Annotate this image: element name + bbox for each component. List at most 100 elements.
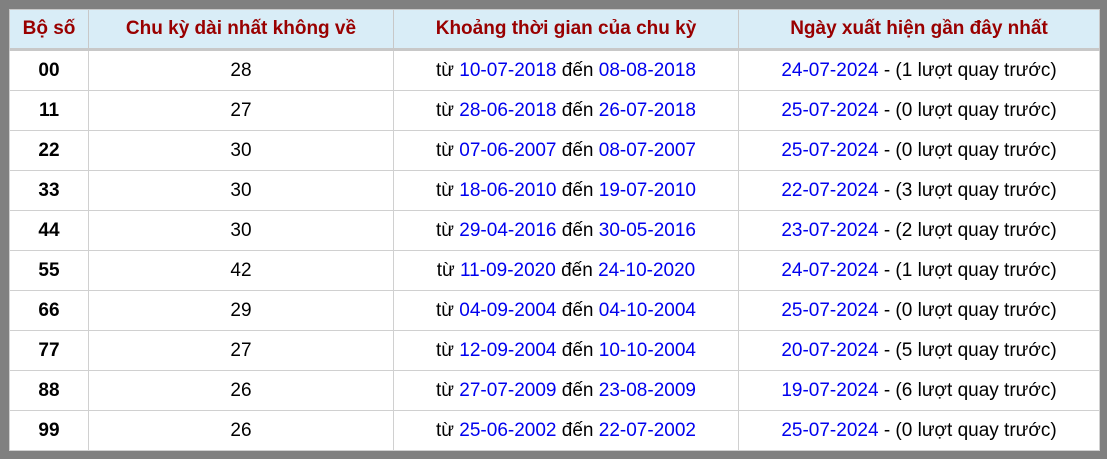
turns-prefix: ( [895,259,902,281]
from-label: từ [436,179,455,201]
to-label: đến [561,379,594,401]
to-label: đến [561,59,594,81]
table-row: 55 42 từ 11-09-2020 đến 24-10-2020 24-07-20… [9,250,1100,291]
last-date-link[interactable]: 25-07-2024 [781,99,879,121]
last-appearance-cell: 22-07-2024 - (3 lượt quay trước) [738,170,1100,211]
cycle-cell: 28 [88,49,394,91]
last-date-link[interactable]: 20-07-2024 [781,339,879,361]
end-date-link[interactable]: 30-05-2016 [598,219,696,241]
turns-suffix: lượt quay trước) [917,99,1057,121]
end-date-link[interactable]: 04-10-2004 [598,299,696,321]
last-appearance-cell: 24-07-2024 - (1 lượt quay trước) [738,250,1100,291]
to-label: đến [561,339,594,361]
last-date-link[interactable]: 25-07-2024 [781,419,879,441]
end-date-link[interactable]: 26-07-2018 [598,99,696,121]
last-appearance-cell: 25-07-2024 - (0 lượt quay trước) [738,130,1100,171]
dash: - [883,99,891,121]
turns-suffix: lượt quay trước) [917,219,1057,241]
period-cell: từ 07-06-2007 đến 08-07-2007 [393,130,739,171]
turns-count: 2 [901,219,913,241]
start-date-link[interactable]: 10-07-2018 [459,59,557,81]
to-label: đến [561,139,594,161]
last-appearance-cell: 24-07-2024 - (1 lượt quay trước) [738,49,1100,91]
turns-count: 0 [901,299,913,321]
last-date-link[interactable]: 25-07-2024 [781,139,879,161]
end-date-link[interactable]: 10-10-2004 [598,339,696,361]
table-row: 00 28 từ 10-07-2018 đến 08-08-2018 24-07-20… [9,49,1100,91]
cycle-cell: 30 [88,210,394,251]
start-date-link[interactable]: 25-06-2002 [459,419,557,441]
number-cell: 99 [9,410,89,451]
end-date-link[interactable]: 22-07-2002 [598,419,696,441]
start-date-link[interactable]: 04-09-2004 [459,299,557,321]
table-row: 99 26 từ 25-06-2002 đến 22-07-2002 25-07-20… [9,410,1100,451]
turns-prefix: ( [895,139,902,161]
end-date-link[interactable]: 23-08-2009 [598,379,696,401]
table-row: 88 26 từ 27-07-2009 đến 23-08-2009 19-07-20… [9,370,1100,411]
period-cell: từ 29-04-2016 đến 30-05-2016 [393,210,739,251]
table-row: 77 27 từ 12-09-2004 đến 10-10-2004 20-07-20… [9,330,1100,371]
number-cell: 00 [9,49,89,91]
table-row: 11 27 từ 28-06-2018 đến 26-07-2018 25-07-20… [9,90,1100,131]
dash: - [883,179,891,201]
start-date-link[interactable]: 07-06-2007 [459,139,557,161]
turns-count: 6 [901,379,913,401]
cycle-cell: 27 [88,90,394,131]
end-date-link[interactable]: 08-07-2007 [598,139,696,161]
period-cell: từ 11-09-2020 đến 24-10-2020 [393,250,739,291]
start-date-link[interactable]: 18-06-2010 [459,179,557,201]
header-number: Bộ số [9,9,89,51]
end-date-link[interactable]: 08-08-2018 [598,59,696,81]
dash: - [883,379,891,401]
from-label: từ [436,339,455,361]
dash: - [883,59,891,81]
turns-prefix: ( [895,179,902,201]
last-date-link[interactable]: 24-07-2024 [781,259,879,281]
from-label: từ [436,419,455,441]
number-cell: 22 [9,130,89,171]
number-cell: 66 [9,290,89,331]
turns-suffix: lượt quay trước) [917,259,1057,281]
turns-suffix: lượt quay trước) [917,419,1057,441]
turns-prefix: ( [895,59,902,81]
number-cell: 33 [9,170,89,211]
from-label: từ [436,99,455,121]
end-date-link[interactable]: 19-07-2010 [598,179,696,201]
table-row: 33 30 từ 18-06-2010 đến 19-07-2010 22-07-20… [9,170,1100,211]
header-longest-cycle: Chu kỳ dài nhất không về [88,9,394,51]
from-label: từ [436,259,455,281]
turns-count: 5 [901,339,913,361]
turns-prefix: ( [895,419,902,441]
turns-count: 0 [901,419,913,441]
turns-count: 1 [901,259,913,281]
turns-prefix: ( [895,379,902,401]
cycle-cell: 26 [88,410,394,451]
to-label: đến [561,419,594,441]
table-row: 22 30 từ 07-06-2007 đến 08-07-2007 25-07-20… [9,130,1100,171]
dash: - [883,259,891,281]
last-appearance-cell: 23-07-2024 - (2 lượt quay trước) [738,210,1100,251]
last-appearance-cell: 25-07-2024 - (0 lượt quay trước) [738,290,1100,331]
dash: - [883,139,891,161]
last-appearance-cell: 25-07-2024 - (0 lượt quay trước) [738,410,1100,451]
number-cell: 77 [9,330,89,371]
table-row: 66 29 từ 04-09-2004 đến 04-10-2004 25-07-20… [9,290,1100,331]
last-date-link[interactable]: 23-07-2024 [781,219,879,241]
from-label: từ [436,139,455,161]
start-date-link[interactable]: 12-09-2004 [459,339,557,361]
period-cell: từ 28-06-2018 đến 26-07-2018 [393,90,739,131]
last-appearance-cell: 19-07-2024 - (6 lượt quay trước) [738,370,1100,411]
last-date-link[interactable]: 19-07-2024 [781,379,879,401]
start-date-link[interactable]: 27-07-2009 [459,379,557,401]
to-label: đến [561,299,594,321]
turns-suffix: lượt quay trước) [917,139,1057,161]
period-cell: từ 18-06-2010 đến 19-07-2010 [393,170,739,211]
last-date-link[interactable]: 22-07-2024 [781,179,879,201]
start-date-link[interactable]: 29-04-2016 [459,219,557,241]
last-date-link[interactable]: 24-07-2024 [781,59,879,81]
end-date-link[interactable]: 24-10-2020 [598,259,696,281]
last-date-link[interactable]: 25-07-2024 [781,299,879,321]
start-date-link[interactable]: 11-09-2020 [460,259,556,281]
start-date-link[interactable]: 28-06-2018 [459,99,557,121]
cycle-cell: 29 [88,290,394,331]
